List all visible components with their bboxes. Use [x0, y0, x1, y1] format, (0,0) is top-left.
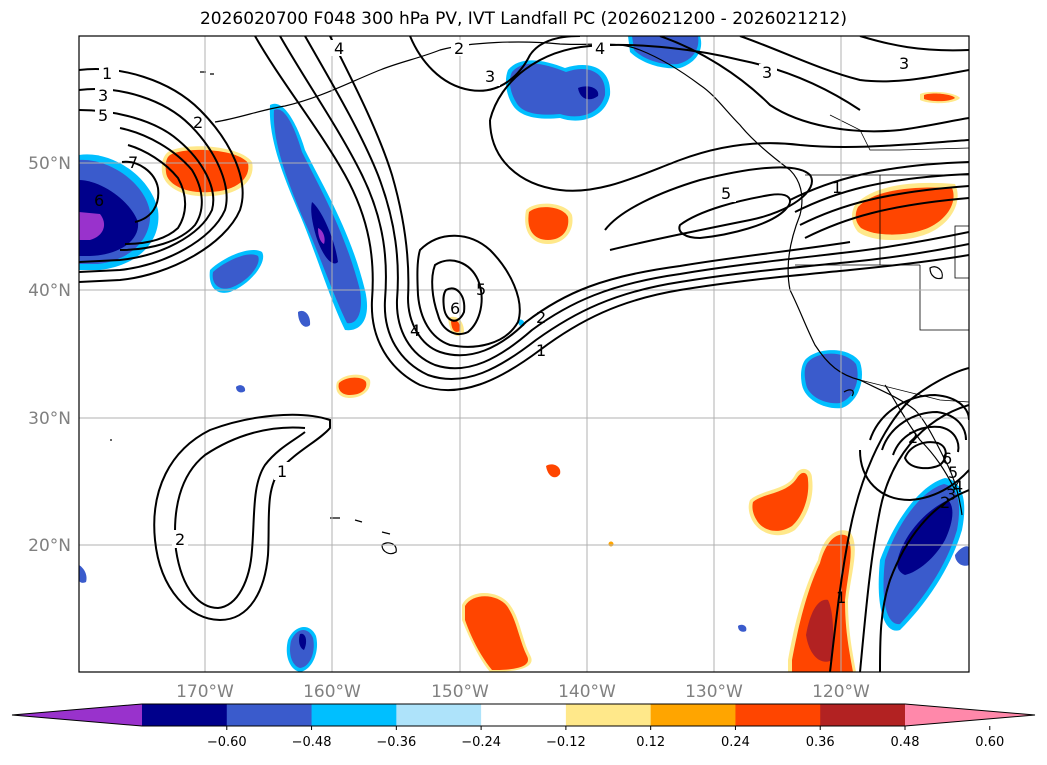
contour-label: 4	[953, 477, 963, 496]
contour-label: 3	[762, 63, 772, 82]
colorbar-swatch	[565, 704, 652, 726]
colorbar-tick-label: −0.36	[376, 735, 416, 750]
contour-label: 3	[98, 86, 108, 105]
colorbar-tick-label: −0.24	[461, 735, 501, 750]
ivt-contours	[79, 36, 969, 672]
lat-label: 50°N	[28, 154, 71, 174]
graticule	[79, 36, 969, 672]
colorbar-swatch	[142, 704, 228, 726]
contour-label: 5	[948, 463, 958, 482]
colorbar-swatch	[481, 704, 567, 726]
contour-label: 1	[836, 588, 846, 607]
contour-label: 6	[94, 191, 104, 210]
colorbar-tick-label: 0.24	[721, 735, 750, 750]
coastlines	[110, 41, 963, 555]
lon-label: 140°W	[558, 682, 616, 702]
lat-label: 30°N	[28, 409, 71, 429]
contour-label: 2	[454, 39, 464, 58]
longitude-labels: 170°W 160°W 150°W 140°W 130°W 120°W	[176, 682, 870, 702]
colorbar-tick-label: 0.36	[806, 735, 835, 750]
colorbar-swatch	[735, 704, 821, 726]
lat-label: 40°N	[28, 281, 71, 301]
contour-labels: 1 3 5 2 7 6 4 2 3 4 3 5 3 2 1 5 6 4	[94, 39, 963, 607]
colorbar-under-extension	[12, 704, 142, 726]
colorbar-tick-label: −0.48	[292, 735, 332, 750]
contour-label: 1	[277, 462, 287, 481]
colorbar-swatch	[820, 704, 906, 726]
contour-label: 2	[908, 428, 918, 447]
colorbar-swatch	[396, 704, 482, 726]
contour-label: 3	[946, 485, 956, 504]
colorbar-swatch	[226, 704, 313, 726]
lon-label: 160°W	[303, 682, 361, 702]
positive-pv-regions	[161, 91, 960, 672]
map-title: 2026020700 F048 300 hPa PV, IVT Landfall…	[199, 9, 847, 29]
colorbar-outline	[11, 703, 1036, 727]
contour-label: 7	[128, 153, 138, 172]
plot-frame	[78, 35, 970, 673]
contour-label: 5	[476, 280, 486, 299]
lat-label: 20°N	[28, 536, 71, 556]
contour-label: 3	[485, 67, 495, 86]
lon-label: 170°W	[176, 682, 234, 702]
colorbar-swatch	[311, 704, 397, 726]
contour-label: 2	[175, 530, 185, 549]
lon-label: 150°W	[431, 682, 489, 702]
contour-label: 1	[536, 341, 546, 360]
contour-label: 6	[450, 299, 460, 318]
map-plot-area: 1 3 5 2 7 6 4 2 3 4 3 5 3 2 1 5 6 4	[79, 36, 969, 672]
contour-label: 6	[942, 449, 952, 468]
colorbar-tick-label: −0.60	[207, 735, 247, 750]
contour-label: 2	[940, 493, 950, 512]
colorbar-tick-label: −0.12	[546, 735, 586, 750]
contour-label: 4	[595, 39, 605, 58]
colorbar-swatch	[650, 704, 736, 726]
colorbar-tick-label: 0.48	[891, 735, 920, 750]
contour-label: 5	[98, 106, 108, 125]
contour-label: 2	[193, 113, 203, 132]
contour-label: 2	[536, 308, 546, 327]
contour-label: 1	[832, 178, 842, 197]
political-borders	[795, 114, 969, 403]
contour-label: 4	[410, 321, 420, 340]
lon-label: 120°W	[812, 682, 870, 702]
contour-label: 5	[721, 184, 731, 203]
contour-label: 4	[334, 39, 344, 58]
colorbar-tick-label: 0.60	[975, 735, 1004, 750]
contour-label: 1	[102, 64, 112, 83]
contour-label: 3	[899, 54, 909, 73]
colorbar: −0.60 −0.48 −0.36 −0.24 −0.12 0.12 0.24 0.36 0.4…	[11, 703, 1036, 750]
latitude-labels: 50°N 40°N 30°N 20°N	[28, 154, 71, 556]
colorbar-over-extension	[905, 704, 1035, 726]
colorbar-tick-label: 0.12	[636, 735, 665, 750]
lon-label: 130°W	[685, 682, 743, 702]
